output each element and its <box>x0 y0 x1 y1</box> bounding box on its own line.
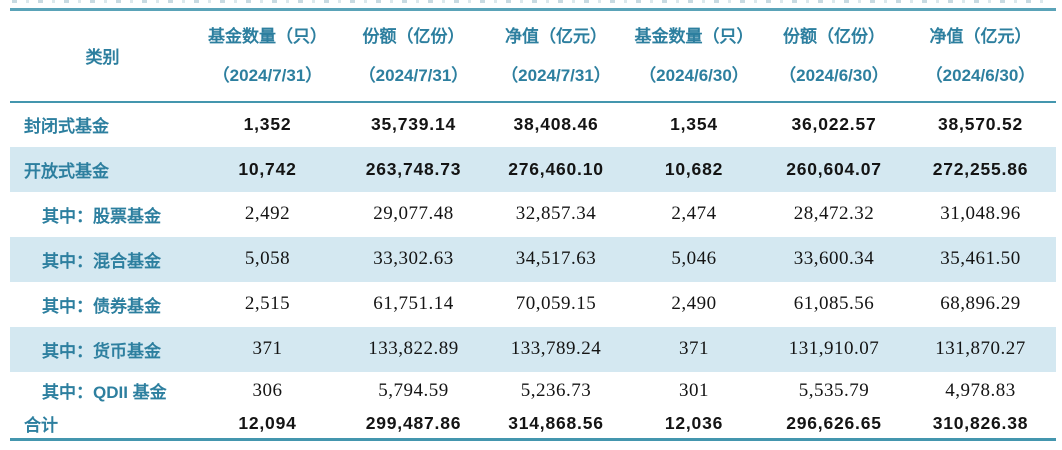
value-cell: 133,822.89 <box>368 338 459 359</box>
value-cell: 33,600.34 <box>793 248 875 269</box>
value-cell: 133,789.24 <box>510 338 602 359</box>
value-cell: 2,474 <box>671 203 717 224</box>
category-cell: 封闭式基金 <box>24 117 109 136</box>
value-cell: 306 <box>252 379 283 401</box>
value-cell: 31,048.96 <box>940 203 1021 224</box>
header-measure-label: 基金数量（只） <box>208 26 327 46</box>
value-cell: 1,354 <box>670 114 718 134</box>
value-cell: 5,236.73 <box>520 379 592 401</box>
header-category-label: 类别 <box>85 48 120 68</box>
value-cell: 296,626.65 <box>786 413 882 434</box>
value-cell: 29,077.48 <box>373 203 454 224</box>
header-row: 类别 基金数量（只） （2024/7/31） 份额（亿份） （2024/7/31） 净值（… <box>10 10 1056 102</box>
header-date-label: （2024/6/30） <box>925 65 1036 85</box>
value-cell: 70,059.15 <box>515 293 597 314</box>
table-row: 封闭式基金 1,352 35,739.14 38,408.46 1,354 36,022.… <box>10 102 1056 147</box>
cropped-text-remnant <box>12 0 1052 3</box>
table-header: 类别 基金数量（只） （2024/7/31） 份额（亿份） （2024/7/31） 净值（… <box>10 10 1056 102</box>
value-cell: 260,604.07 <box>786 158 882 179</box>
header-date-label: （2024/7/31） <box>212 65 323 85</box>
value-cell: 371 <box>679 338 709 359</box>
value-cell: 5,046 <box>671 248 717 269</box>
header-cell: 基金数量（只） （2024/6/30） <box>625 10 763 102</box>
value-cell: 32,857.34 <box>515 203 597 224</box>
table-row: 其中：混合基金 5,058 33,302.63 34,517.63 5,046 33,60… <box>10 236 1056 282</box>
table-row: 其中：债券基金 2,515 61,751.14 70,059.15 2,490 61,08… <box>10 282 1056 327</box>
value-cell: 5,058 <box>244 248 291 269</box>
header-cell: 净值（亿元） （2024/7/31） <box>487 10 625 102</box>
header-cell: 类别 <box>10 10 195 102</box>
value-cell: 61,085.56 <box>793 293 875 314</box>
value-cell: 2,490 <box>671 293 717 314</box>
value-cell: 131,870.27 <box>935 338 1026 359</box>
value-cell: 272,255.86 <box>932 158 1029 179</box>
value-cell: 314,868.56 <box>508 413 604 434</box>
value-cell: 38,408.46 <box>513 114 599 134</box>
value-cell: 2,515 <box>244 293 291 314</box>
value-cell: 276,460.10 <box>508 158 604 179</box>
header-cell: 份额（亿份） （2024/6/30） <box>763 10 905 102</box>
table-row: 合计 12,094 299,487.86 314,868.56 12,036 296,62… <box>10 410 1056 440</box>
category-cell: 其中：债券基金 <box>42 296 161 316</box>
value-cell: 34,517.63 <box>515 248 597 269</box>
table-row: 开放式基金 10,742 263,748.73 276,460.10 10,682 260… <box>10 146 1056 192</box>
category-cell: 其中：股票基金 <box>42 206 161 226</box>
value-cell: 5,535.79 <box>798 379 870 401</box>
value-cell: 36,022.57 <box>791 114 877 134</box>
header-measure-label: 份额（亿份） <box>783 26 885 46</box>
header-date-label: （2024/6/30） <box>639 65 749 85</box>
value-cell: 35,739.14 <box>370 114 457 134</box>
value-cell: 301 <box>679 379 709 401</box>
table-row: 其中：QDII 基金 306 5,794.59 5,236.73 301 5,535.79… <box>10 372 1056 410</box>
value-cell: 299,487.86 <box>365 413 462 434</box>
value-cell: 33,302.63 <box>373 248 454 269</box>
header-measure-label: 净值（亿元） <box>929 26 1032 46</box>
value-cell: 2,492 <box>244 203 291 224</box>
header-measure-label: 净值（亿元） <box>505 26 607 46</box>
value-cell: 10,742 <box>238 158 297 179</box>
category-cell: 合计 <box>24 416 58 436</box>
category-cell: 其中：货币基金 <box>42 341 161 361</box>
table-row: 其中：货币基金 371 133,822.89 133,789.24 371 131,910… <box>10 326 1056 372</box>
value-cell: 38,570.52 <box>937 114 1024 134</box>
header-measure-label: 基金数量（只） <box>634 26 754 46</box>
header-measure-label: 份额（亿份） <box>362 26 465 46</box>
header-cell: 份额（亿份） （2024/7/31） <box>340 10 487 102</box>
table-body: 封闭式基金 1,352 35,739.14 38,408.46 1,354 36,022.… <box>10 102 1056 440</box>
value-cell: 35,461.50 <box>940 248 1021 269</box>
value-cell: 68,896.29 <box>940 293 1021 314</box>
table-row: 其中：股票基金 2,492 29,077.48 32,857.34 2,474 28,47… <box>10 192 1056 237</box>
value-cell: 61,751.14 <box>373 293 454 314</box>
value-cell: 5,794.59 <box>378 379 449 401</box>
value-cell: 4,978.83 <box>945 379 1016 401</box>
header-date-label: （2024/7/31） <box>358 65 469 85</box>
category-cell: 其中：QDII 基金 <box>42 383 167 402</box>
value-cell: 1,352 <box>243 114 292 134</box>
value-cell: 371 <box>252 338 283 359</box>
header-cell: 基金数量（只） （2024/7/31） <box>195 10 340 102</box>
header-cell: 净值（亿元） （2024/6/30） <box>905 10 1056 102</box>
value-cell: 12,094 <box>238 413 297 434</box>
value-cell: 310,826.38 <box>932 413 1029 434</box>
value-cell: 10,682 <box>664 158 724 179</box>
category-cell: 开放式基金 <box>24 161 109 181</box>
header-date-label: （2024/7/31） <box>501 65 611 85</box>
value-cell: 28,472.32 <box>793 203 875 224</box>
value-cell: 263,748.73 <box>365 158 462 179</box>
header-date-label: （2024/6/30） <box>779 65 889 85</box>
value-cell: 131,910.07 <box>788 338 880 359</box>
value-cell: 12,036 <box>664 413 724 434</box>
fund-statistics-table: 类别 基金数量（只） （2024/7/31） 份额（亿份） （2024/7/31） 净值（… <box>10 8 1056 441</box>
category-cell: 其中：混合基金 <box>42 251 161 271</box>
